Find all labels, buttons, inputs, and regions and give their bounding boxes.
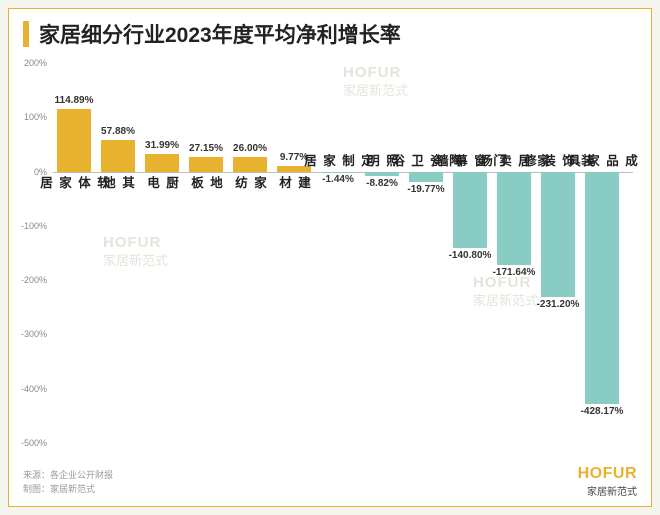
bar: 31.99%厨电 [145, 154, 179, 171]
bar-value-label: -19.77% [407, 184, 444, 195]
bar: 26.00%家纺 [233, 157, 267, 171]
watermark: HOFUR 家居新范式 [343, 63, 408, 99]
y-tick-label: -200% [21, 275, 47, 285]
watermark: HOFUR 家居新范式 [103, 233, 168, 269]
bar: -140.80%门窗幕墙 [453, 172, 487, 248]
category-label: 家纺 [231, 176, 269, 190]
chart-card: 家居细分行业2023年度平均净利增长率 HOFUR 家居新范式 HOFUR 家居… [8, 8, 652, 507]
y-tick-label: -500% [21, 438, 47, 448]
category-label: 地板 [187, 176, 225, 190]
bar: -8.82%照明 [365, 172, 399, 177]
bar: 57.88%其他 [101, 140, 135, 171]
bar: -428.17%成品家具 [585, 172, 619, 404]
bar: -1.44%定制家居 [321, 172, 355, 173]
bar-value-label: 27.15% [189, 143, 223, 154]
bar: -171.64%家居卖场 [497, 172, 531, 265]
title-accent-bar [23, 21, 29, 47]
bar-value-label: 26.00% [233, 143, 267, 154]
bar-value-label: -231.20% [537, 299, 580, 310]
chart-title: 家居细分行业2023年度平均净利增长率 [39, 19, 401, 49]
chart-plot-area: HOFUR 家居新范式 HOFUR 家居新范式 HOFUR 家居新范式 -500… [53, 63, 633, 443]
category-label: 建材 [275, 176, 313, 190]
category-label: 厨电 [143, 176, 181, 190]
y-tick-label: -400% [21, 384, 47, 394]
brand-block: HOFUR 家居新范式 [578, 465, 637, 498]
bar: -19.77%陶瓷卫浴 [409, 172, 443, 183]
category-label: 其他 [99, 176, 137, 190]
y-tick-label: -100% [21, 221, 47, 231]
bar-value-label: -140.80% [449, 250, 492, 261]
brand-en: HOFUR [578, 465, 637, 483]
watermark: HOFUR 家居新范式 [473, 273, 538, 309]
madeby-line: 制图：家居新范式 [23, 483, 113, 497]
bar-value-label: -1.44% [322, 174, 354, 185]
source-line: 来源：各企业公开财报 [23, 469, 113, 483]
y-tick-label: 100% [24, 112, 47, 122]
bar: 27.15%地板 [189, 157, 223, 172]
y-tick-label: 200% [24, 58, 47, 68]
bar-value-label: 57.88% [101, 126, 135, 137]
bar-value-label: 114.89% [55, 95, 94, 106]
bar: -231.20%装饰装修 [541, 172, 575, 298]
bar-value-label: 31.99% [145, 140, 179, 151]
brand-cn: 家居新范式 [578, 483, 637, 498]
title-row: 家居细分行业2023年度平均净利增长率 [9, 9, 651, 53]
bar: 114.89%软体家居 [57, 109, 91, 171]
bar-value-label: -428.17% [581, 406, 624, 417]
footer-credits: 来源：各企业公开财报 制图：家居新范式 [23, 469, 113, 496]
bar-value-label: -171.64% [493, 267, 536, 278]
category-label: 成品家具 [564, 154, 640, 168]
bar-value-label: -8.82% [366, 178, 398, 189]
y-tick-label: -300% [21, 329, 47, 339]
